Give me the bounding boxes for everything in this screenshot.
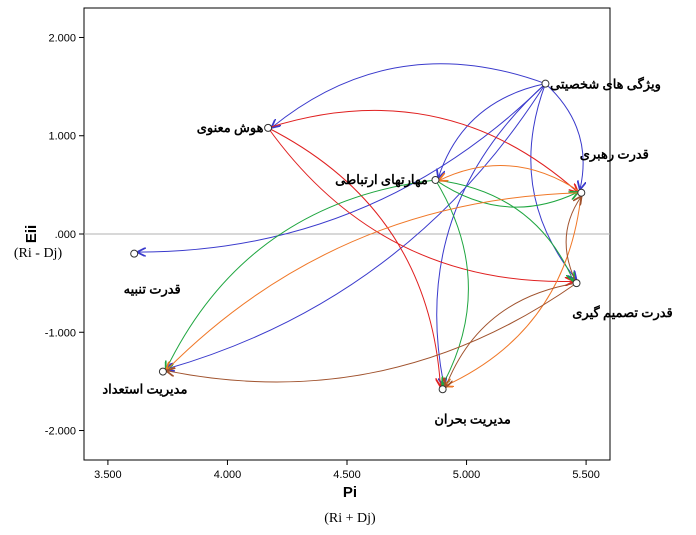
relation-arrow: [267, 127, 573, 282]
point-label: ویژگی های شخصیتی: [550, 76, 661, 93]
y-tick-label: 2.000: [48, 32, 76, 44]
relation-arrow: [565, 197, 581, 284]
relation-arrow: [166, 83, 546, 369]
relation-arrow: [438, 83, 546, 178]
x-tick-label: 5.500: [572, 469, 600, 481]
point-label: هوش معنوی: [197, 120, 264, 136]
x-tick-label: 4.500: [333, 469, 361, 481]
relation-arrow: [530, 83, 576, 280]
point-label: مدیریت استعداد: [102, 382, 187, 398]
y-tick-label: -2.000: [45, 426, 76, 438]
x-axis-title: Pi: [343, 484, 357, 501]
y-tick-label: -1.000: [45, 327, 76, 339]
data-point: [431, 175, 440, 184]
y-tick-label: .000: [55, 229, 76, 241]
point-label: مدیریت بحران: [434, 411, 511, 427]
points-layer: ویژگی های شخصیتی هوش معنوی مهارتهای ارتباط…: [102, 76, 672, 428]
relation-arrow: [545, 83, 583, 189]
data-point: [158, 367, 167, 376]
data-point: [130, 249, 139, 258]
relation-arrow: [446, 282, 577, 387]
x-tick-label: 4.000: [214, 469, 242, 481]
data-point: [577, 188, 586, 197]
relation-arrow: [267, 127, 440, 386]
x-axis-subtitle: (Ri + Dj): [324, 511, 376, 526]
point-label: قدرت تنبیه: [124, 282, 181, 298]
data-point: [438, 385, 447, 394]
relation-arrow: [439, 165, 582, 194]
point-label: قدرت تصمیم گیری: [572, 304, 673, 321]
data-point: [541, 79, 550, 88]
relation-arrow: [435, 179, 577, 208]
data-point: [264, 123, 273, 132]
relation-arrow: [167, 192, 582, 370]
point-label: مهارتهای ارتباطی: [335, 172, 428, 188]
data-point: [572, 279, 581, 288]
relations-layer: [138, 63, 583, 387]
relation-arrow: [445, 192, 582, 386]
relation-arrow: [435, 179, 469, 385]
ticks-layer: 3.500 4.000 4.500 5.000 5.500 2.000 1.000 .000 -…: [45, 32, 600, 481]
relation-arrow: [272, 63, 546, 128]
y-tick-label: 1.000: [48, 131, 76, 143]
relation-arrow: [167, 282, 577, 383]
point-label: قدرت رهبری: [580, 147, 649, 163]
relation-arrow: [435, 179, 573, 281]
x-tick-label: 3.500: [94, 469, 122, 481]
y-axis-title: Eii: [23, 225, 40, 243]
relation-arrow: [138, 83, 546, 252]
x-tick-label: 5.000: [453, 469, 481, 481]
relation-arrow: [166, 179, 436, 369]
relation-arrow: [267, 109, 577, 192]
relation-arrow: [436, 83, 546, 386]
y-axis-subtitle: (Ri - Dj): [14, 246, 63, 261]
